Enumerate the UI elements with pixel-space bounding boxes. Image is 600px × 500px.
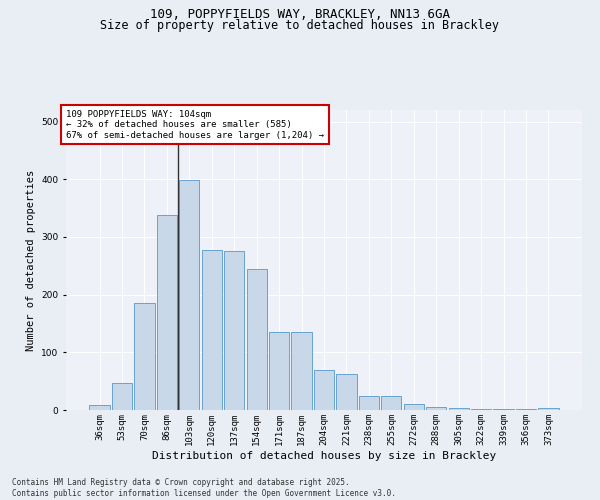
Bar (337, 374, 356, 410)
Bar (179, 180, 199, 410)
Bar (426, 407, 446, 410)
Bar (359, 396, 379, 410)
Bar (112, 384, 132, 410)
Bar (157, 215, 177, 410)
Bar (224, 251, 244, 410)
Bar (314, 370, 334, 410)
Text: Contains HM Land Registry data © Crown copyright and database right 2025.
Contai: Contains HM Land Registry data © Crown c… (12, 478, 396, 498)
Bar (202, 250, 222, 410)
X-axis label: Distribution of detached houses by size in Brackley: Distribution of detached houses by size … (152, 450, 496, 460)
Bar (134, 304, 155, 410)
Bar (471, 409, 491, 410)
Bar (247, 268, 267, 410)
Text: Size of property relative to detached houses in Brackley: Size of property relative to detached ho… (101, 19, 499, 32)
Bar (269, 332, 289, 410)
Bar (404, 404, 424, 410)
Bar (381, 396, 401, 410)
Text: 109, POPPYFIELDS WAY, BRACKLEY, NN13 6GA: 109, POPPYFIELDS WAY, BRACKLEY, NN13 6GA (150, 8, 450, 20)
Text: 109 POPPYFIELDS WAY: 104sqm
← 32% of detached houses are smaller (585)
67% of se: 109 POPPYFIELDS WAY: 104sqm ← 32% of det… (66, 110, 324, 140)
Bar (449, 408, 469, 410)
Y-axis label: Number of detached properties: Number of detached properties (26, 170, 35, 350)
Bar (538, 408, 559, 410)
Bar (89, 406, 110, 410)
Bar (292, 332, 311, 410)
